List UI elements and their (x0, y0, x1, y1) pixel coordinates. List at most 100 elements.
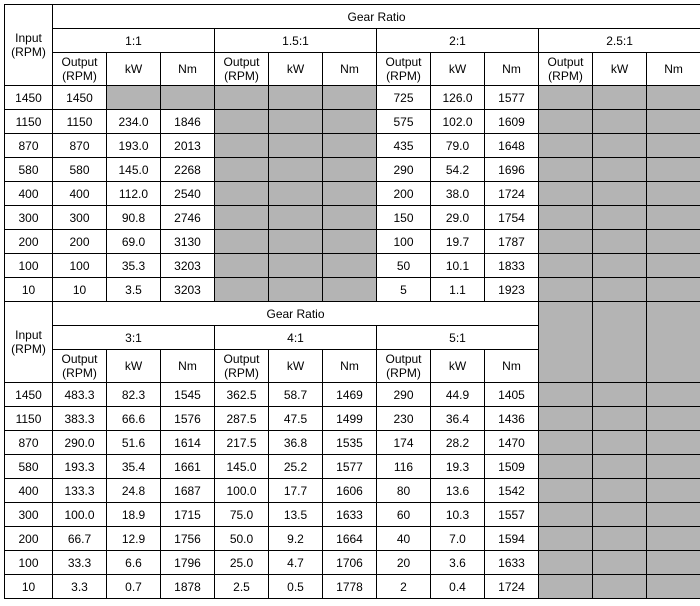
sub-nm: Nm (161, 350, 215, 383)
sub-output-rpm: Output (RPM) (53, 53, 107, 86)
empty-cell (593, 455, 647, 479)
empty-cell (323, 134, 377, 158)
empty-cell (647, 254, 700, 278)
empty-cell (593, 158, 647, 182)
empty-cell (215, 134, 269, 158)
data-cell: 126.0 (431, 86, 485, 110)
data-cell: 3.6 (431, 551, 485, 575)
ratio-label: 5:1 (377, 326, 539, 350)
data-cell: 6.6 (107, 551, 161, 575)
data-cell: 75.0 (215, 503, 269, 527)
data-cell: 13.5 (269, 503, 323, 527)
empty-cell (647, 134, 700, 158)
empty-cell (539, 551, 593, 575)
empty-cell (593, 431, 647, 455)
data-cell: 13.6 (431, 479, 485, 503)
data-cell: 1576 (161, 407, 215, 431)
empty-cell (269, 206, 323, 230)
sub-output-rpm: Output (RPM) (377, 350, 431, 383)
empty-cell (539, 182, 593, 206)
input-rpm-cell: 1150 (5, 407, 53, 431)
empty-cell (269, 230, 323, 254)
empty-cell (539, 110, 593, 134)
empty-cell (539, 407, 593, 431)
empty-header (593, 302, 647, 383)
ratio-label: 1.5:1 (215, 29, 377, 53)
data-cell: 2540 (161, 182, 215, 206)
data-cell: 1150 (53, 110, 107, 134)
empty-cell (647, 86, 700, 110)
input-rpm-cell: 300 (5, 503, 53, 527)
data-cell: 3203 (161, 254, 215, 278)
empty-cell (539, 158, 593, 182)
data-cell: 7.0 (431, 527, 485, 551)
data-cell: 35.4 (107, 455, 161, 479)
data-cell: 3203 (161, 278, 215, 302)
data-cell: 290 (377, 383, 431, 407)
data-cell: 230 (377, 407, 431, 431)
input-rpm-cell: 580 (5, 455, 53, 479)
data-cell: 66.7 (53, 527, 107, 551)
data-cell: 25.2 (269, 455, 323, 479)
data-cell: 19.3 (431, 455, 485, 479)
data-cell: 725 (377, 86, 431, 110)
empty-cell (593, 134, 647, 158)
data-cell: 133.3 (53, 479, 107, 503)
empty-cell (539, 383, 593, 407)
data-cell: 100.0 (215, 479, 269, 503)
empty-cell (269, 182, 323, 206)
data-cell: 116 (377, 455, 431, 479)
empty-cell (593, 206, 647, 230)
data-cell: 1535 (323, 431, 377, 455)
sub-output-rpm: Output (RPM) (215, 53, 269, 86)
data-cell: 2013 (161, 134, 215, 158)
data-cell: 200 (377, 182, 431, 206)
data-cell: 69.0 (107, 230, 161, 254)
input-rpm-cell: 1450 (5, 86, 53, 110)
data-cell: 19.7 (431, 230, 485, 254)
empty-cell (647, 551, 700, 575)
data-cell: 1664 (323, 527, 377, 551)
data-cell: 35.3 (107, 254, 161, 278)
data-cell: 3130 (161, 230, 215, 254)
empty-header (539, 302, 593, 383)
data-cell: 44.9 (431, 383, 485, 407)
empty-cell (647, 503, 700, 527)
data-cell: 1878 (161, 575, 215, 599)
empty-cell (593, 110, 647, 134)
data-cell: 1696 (485, 158, 539, 182)
empty-cell (215, 278, 269, 302)
input-rpm-cell: 300 (5, 206, 53, 230)
input-rpm-cell: 100 (5, 551, 53, 575)
data-cell: 2.5 (215, 575, 269, 599)
empty-cell (323, 278, 377, 302)
data-cell: 234.0 (107, 110, 161, 134)
data-cell: 362.5 (215, 383, 269, 407)
empty-cell (215, 86, 269, 110)
data-cell: 290 (377, 158, 431, 182)
data-cell: 217.5 (215, 431, 269, 455)
input-rpm-cell: 200 (5, 527, 53, 551)
sub-output-rpm: Output (RPM) (215, 350, 269, 383)
empty-cell (323, 206, 377, 230)
data-cell: 47.5 (269, 407, 323, 431)
empty-cell (647, 479, 700, 503)
data-cell: 150 (377, 206, 431, 230)
empty-cell (593, 182, 647, 206)
empty-cell (593, 278, 647, 302)
empty-cell (647, 407, 700, 431)
empty-cell (647, 110, 700, 134)
empty-cell (647, 527, 700, 551)
ratio-label: 1:1 (53, 29, 215, 53)
data-cell: 1648 (485, 134, 539, 158)
empty-cell (539, 206, 593, 230)
empty-cell (269, 254, 323, 278)
input-rpm-cell: 100 (5, 254, 53, 278)
empty-cell (647, 383, 700, 407)
data-cell: 1633 (323, 503, 377, 527)
empty-cell (323, 182, 377, 206)
data-cell: 33.3 (53, 551, 107, 575)
data-cell: 1609 (485, 110, 539, 134)
data-cell: 145.0 (107, 158, 161, 182)
data-cell: 1706 (323, 551, 377, 575)
